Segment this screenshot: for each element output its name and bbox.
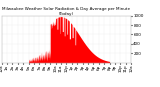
- Title: Milwaukee Weather Solar Radiation & Day Average per Minute (Today): Milwaukee Weather Solar Radiation & Day …: [2, 7, 130, 16]
